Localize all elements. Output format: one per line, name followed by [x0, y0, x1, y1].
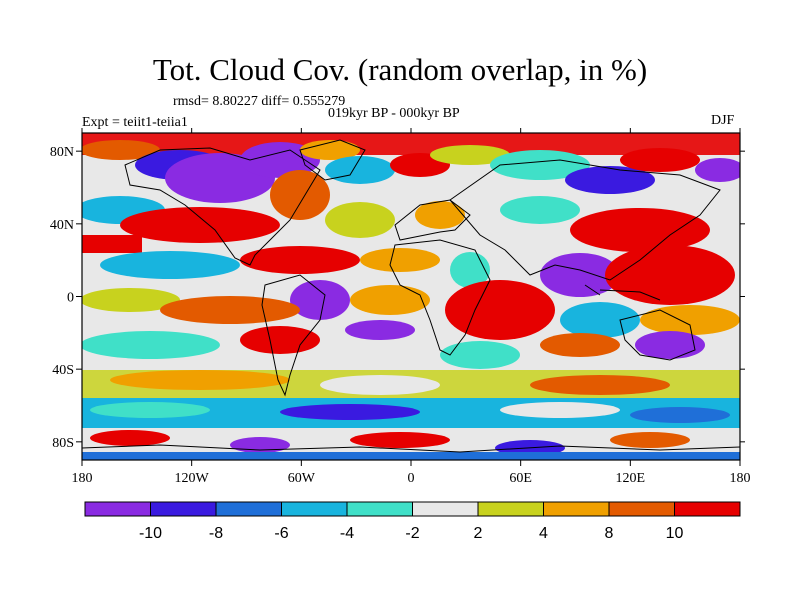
colorbar-box	[608, 501, 675, 517]
colorbar-box	[477, 501, 544, 517]
lon-tick-label: 0	[408, 471, 415, 486]
longitude-axis: 180 120W 60W 0 60E 120E 180	[72, 128, 751, 486]
colorbar-box	[281, 501, 348, 517]
colorbar-box	[215, 501, 282, 517]
season-label: DJF	[711, 113, 735, 128]
lon-tick-label: 60W	[288, 471, 316, 486]
coastlines	[82, 139, 740, 453]
colorbar: -10 -8 -6 -4 -2 2 4 8 10	[84, 501, 741, 542]
period-label: 019kyr BP - 000kyr BP	[328, 106, 460, 121]
lat-tick-label: 40N	[50, 218, 74, 233]
lon-tick-label: 180	[72, 471, 93, 486]
lat-tick-label: 80S	[52, 436, 74, 451]
experiment-label: Expt = teiit1-teiia1	[82, 115, 188, 130]
colorbar-box	[150, 501, 217, 517]
lon-tick-label: 180	[730, 471, 751, 486]
colorbar-box	[543, 501, 610, 517]
colorbar-label: -8	[209, 525, 223, 542]
colorbar-label: 4	[539, 525, 548, 542]
lat-tick-label: 0	[67, 291, 74, 306]
map-title: Tot. Cloud Cov. (random overlap, in %)	[152, 52, 648, 87]
difference-field	[82, 133, 740, 460]
lon-tick-label: 120E	[616, 471, 646, 486]
colorbar-label: 2	[474, 525, 483, 542]
lon-tick-label: 120W	[175, 471, 210, 486]
rmsd-diff-text: rmsd= 8.80227 diff= 0.555279	[173, 94, 346, 109]
colorbar-label: -10	[139, 525, 162, 542]
latitude-axis: 80N 40N 0 40S 80S	[50, 145, 745, 451]
colorbar-label: -2	[405, 525, 419, 542]
colorbar-label: 10	[666, 525, 684, 542]
colorbar-box	[674, 501, 741, 517]
lat-tick-label: 40S	[52, 363, 74, 378]
lon-tick-label: 60E	[509, 471, 532, 486]
colorbar-box	[346, 501, 413, 517]
colorbar-box	[84, 501, 151, 517]
colorbar-label: -4	[340, 525, 354, 542]
colorbar-box	[412, 501, 479, 517]
lat-tick-label: 80N	[50, 145, 74, 160]
colorbar-label: -6	[274, 525, 288, 542]
colorbar-label: 8	[605, 525, 614, 542]
